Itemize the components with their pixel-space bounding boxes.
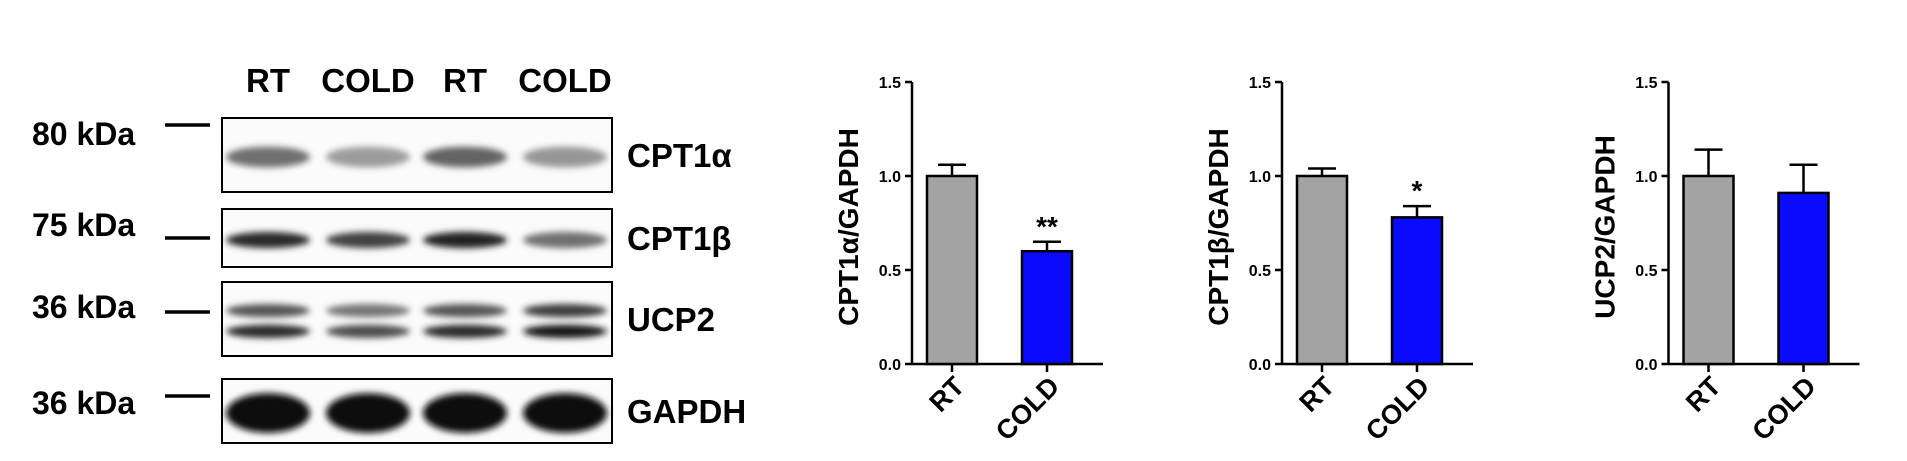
ucp2-gapdh-chart: 0.0 0.5 1.0 1.5 UCP2/GAPDH RT COLD <box>1590 75 1860 446</box>
protein-band <box>226 324 310 339</box>
y-tick-label: 1.5 <box>1635 75 1657 92</box>
protein-band <box>523 324 607 339</box>
y-tick-label: 0.0 <box>879 357 901 374</box>
protein-band <box>523 393 607 433</box>
cpt1b-gapdh-chart: 0.0 0.5 1.0 1.5 CPT1β/GAPDH RT COLD * <box>1203 75 1473 446</box>
blot-row: 75 kDa CPT1β <box>32 207 732 268</box>
bar-cold <box>1020 249 1074 366</box>
y-tick-label: 1.5 <box>1249 75 1271 92</box>
blot-row: 36 kDa UCP2 <box>32 281 715 357</box>
protein-band <box>423 146 507 168</box>
protein-label: UCP2 <box>627 301 715 338</box>
protein-band <box>423 393 507 433</box>
y-tick-label: 0.5 <box>1635 263 1657 280</box>
bar-rt <box>1295 174 1349 366</box>
lane-label: RT <box>246 62 290 99</box>
x-tick-label: COLD <box>1360 371 1435 446</box>
lane-label: RT <box>443 62 487 99</box>
significance-marker: * <box>1412 175 1423 206</box>
y-tick-label: 0.0 <box>1249 357 1271 374</box>
protein-band <box>423 324 507 339</box>
protein-band <box>226 146 310 168</box>
kda-label: 80 kDa <box>32 116 135 152</box>
lane-labels: RT COLD RT COLD <box>246 62 612 99</box>
lane-label: COLD <box>518 62 612 99</box>
bar-cold <box>1777 191 1830 366</box>
blot-row: 80 kDa CPT1α <box>32 116 732 193</box>
x-tick-label: RT <box>1294 371 1341 418</box>
protein-band <box>326 393 410 433</box>
bar-rt <box>1682 174 1735 366</box>
y-tick-label: 0.0 <box>1635 357 1657 374</box>
kda-label: 75 kDa <box>32 207 135 243</box>
protein-label: CPT1β <box>627 220 732 257</box>
protein-band <box>523 231 607 249</box>
protein-band <box>326 303 410 318</box>
protein-band <box>326 324 410 339</box>
lane-label: COLD <box>321 62 415 99</box>
y-tick-label: 1.0 <box>1635 169 1657 186</box>
protein-label: GAPDH <box>627 393 746 430</box>
x-tick-label: RT <box>924 371 971 418</box>
y-tick-label: 1.0 <box>1249 169 1271 186</box>
protein-band <box>226 231 310 249</box>
protein-band <box>423 303 507 318</box>
y-tick-label: 0.5 <box>1249 263 1271 280</box>
y-axis-label: CPT1α/GAPDH <box>833 128 864 326</box>
protein-band <box>523 146 607 168</box>
protein-band <box>226 303 310 318</box>
protein-band <box>326 231 410 249</box>
y-axis-label: CPT1β/GAPDH <box>1203 128 1234 326</box>
protein-band <box>423 231 507 249</box>
protein-band <box>226 393 310 433</box>
significance-marker: ** <box>1036 211 1058 242</box>
protein-band <box>523 303 607 318</box>
y-tick-label: 0.5 <box>879 263 901 280</box>
bar-rt <box>925 174 979 366</box>
protein-label: CPT1α <box>627 137 732 174</box>
blot-rows: 80 kDa CPT1α 75 kDa CPT1β 36 kDa UCP2 36 kDa GA… <box>32 116 746 444</box>
y-axis-label: UCP2/GAPDH <box>1590 135 1621 319</box>
cpt1a-gapdh-chart: 0.0 0.5 1.0 1.5 CPT1α/GAPDH RT COLD ** <box>833 75 1103 446</box>
kda-label: 36 kDa <box>32 289 135 325</box>
x-tick-label: COLD <box>1746 371 1821 446</box>
kda-label: 36 kDa <box>32 385 135 421</box>
bar-cold <box>1390 216 1444 366</box>
blot-row: 36 kDa GAPDH <box>32 378 746 444</box>
y-tick-label: 1.5 <box>879 75 901 92</box>
x-tick-label: RT <box>1680 371 1727 418</box>
x-tick-label: COLD <box>990 371 1065 446</box>
western-blot-panel: RT COLD RT COLD 80 kDa CPT1α 75 kDa CPT1β 36 kD… <box>32 62 746 444</box>
protein-band <box>326 146 410 168</box>
blot-frame <box>221 281 613 357</box>
y-tick-label: 1.0 <box>879 169 901 186</box>
